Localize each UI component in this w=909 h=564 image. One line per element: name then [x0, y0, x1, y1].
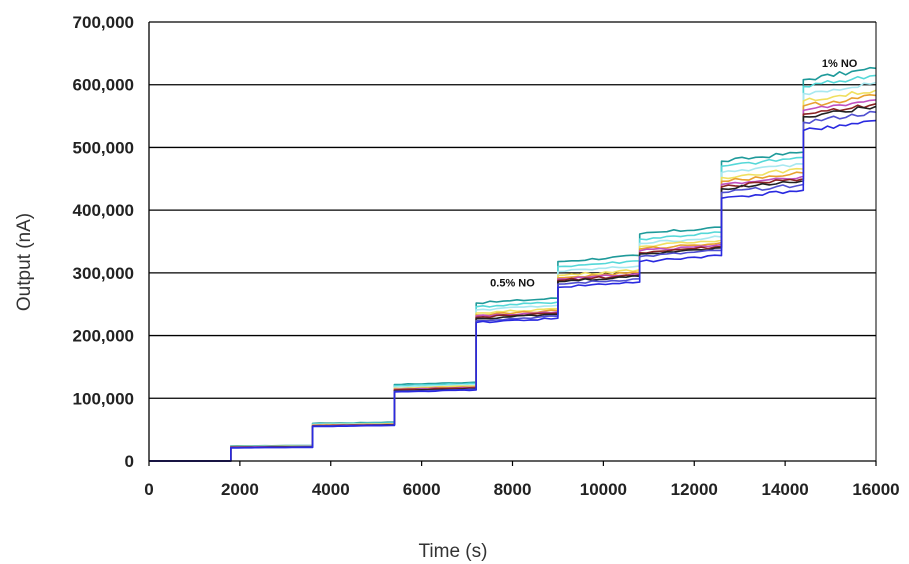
y-tick-label-1: 100,000	[73, 389, 134, 408]
annotation-1: 1% NO	[822, 58, 858, 70]
plot-frame	[148, 22, 877, 466]
series-line-9	[149, 119, 877, 462]
y-tick-label-3: 300,000	[73, 264, 134, 283]
x-tick-labels: 0 2000 4000 6000 8000 10000 12000 14000 16000	[144, 480, 899, 499]
y-tick-label-0: 0	[125, 452, 134, 471]
grid-lines	[149, 21, 876, 399]
x-tick-label-4: 8000	[494, 480, 532, 499]
series-line-0	[149, 66, 877, 462]
series-line-1	[149, 74, 877, 462]
y-tick-label-5: 500,000	[73, 138, 134, 157]
series-line-2	[149, 81, 877, 462]
x-tick-label-5: 10000	[580, 480, 627, 499]
y-tick-label-4: 400,000	[73, 201, 134, 220]
x-tick-label-3: 6000	[403, 480, 441, 499]
y-tick-label-2: 200,000	[73, 327, 134, 346]
annotations: 0.5% NO 1% NO	[490, 58, 858, 290]
x-tick-label-1: 2000	[221, 480, 259, 499]
x-tick-label-0: 0	[144, 480, 153, 499]
x-tick-label-7: 14000	[761, 480, 808, 499]
x-tick-label-6: 12000	[671, 480, 718, 499]
y-axis-label: Output (nA)	[14, 213, 35, 311]
series-line-3	[149, 89, 877, 462]
x-tick-label-8: 16000	[852, 480, 899, 499]
x-tick-label-2: 4000	[312, 480, 350, 499]
y-tick-labels: 0 100,000 200,000 300,000 400,000 500,000 600,…	[73, 13, 134, 471]
annotation-0: 0.5% NO	[490, 278, 535, 290]
y-tick-label-7: 700,000	[73, 13, 134, 32]
y-tick-label-6: 600,000	[73, 76, 134, 95]
x-axis-label: Time (s)	[419, 541, 488, 562]
series-group	[149, 66, 877, 462]
